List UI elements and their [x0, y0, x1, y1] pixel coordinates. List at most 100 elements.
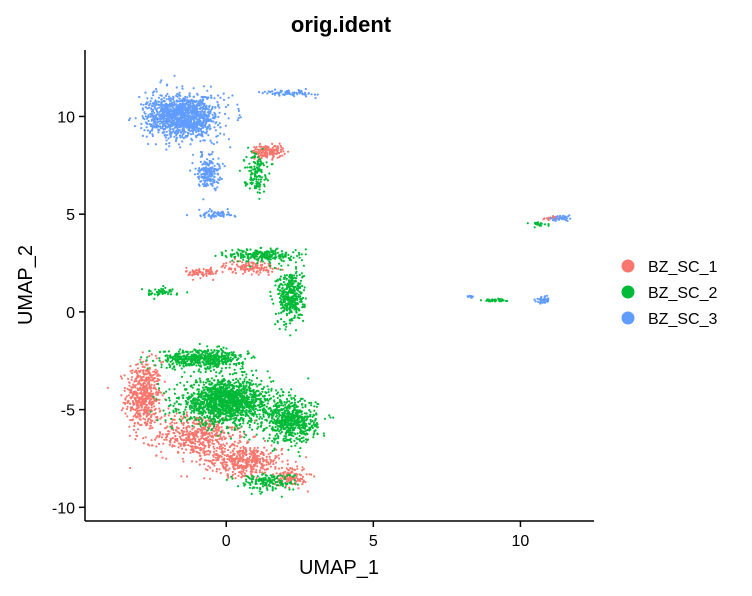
data-point: [287, 302, 290, 305]
data-point: [186, 419, 189, 422]
data-point: [148, 417, 151, 420]
data-point: [176, 363, 179, 366]
data-point: [284, 328, 287, 331]
data-point: [250, 417, 253, 420]
data-point: [238, 423, 241, 427]
data-point: [142, 442, 145, 445]
data-point: [207, 449, 210, 452]
data-point: [226, 419, 229, 422]
data-point: [191, 450, 195, 454]
data-point: [136, 403, 139, 406]
data-point: [252, 262, 255, 265]
data-point: [292, 256, 295, 259]
data-point: [245, 376, 248, 379]
data-point: [263, 459, 266, 462]
data-point: [241, 405, 244, 409]
data-point: [154, 364, 157, 367]
data-point: [284, 290, 287, 294]
data-point: [189, 451, 192, 454]
data-point: [130, 371, 134, 374]
data-point: [173, 366, 176, 369]
data-point: [163, 438, 166, 441]
data-point: [274, 461, 277, 464]
data-point: [269, 264, 272, 268]
data-point: [165, 457, 168, 460]
data-point: [216, 424, 219, 427]
data-point: [182, 460, 185, 463]
data-point: [202, 388, 205, 392]
data-point: [279, 275, 282, 278]
data-point: [264, 399, 267, 402]
data-point: [231, 433, 234, 437]
data-point: [148, 354, 151, 358]
data-point: [182, 364, 185, 367]
data-point: [171, 367, 174, 370]
data-point: [158, 350, 162, 354]
data-point: [178, 352, 181, 355]
data-point: [243, 472, 246, 475]
data-point: [298, 256, 301, 259]
data-point: [279, 289, 282, 292]
data-point: [252, 408, 255, 411]
data-point: [309, 410, 312, 413]
data-point: [237, 385, 240, 388]
data-point: [228, 363, 231, 366]
data-point: [289, 479, 292, 482]
data-point: [280, 466, 284, 469]
data-point: [257, 273, 260, 276]
data-point: [240, 416, 243, 419]
data-point: [238, 427, 241, 430]
data-point: [301, 303, 304, 306]
data-point: [271, 439, 274, 443]
data-point: [198, 368, 201, 371]
data-point: [193, 348, 196, 351]
data-point: [292, 286, 295, 289]
data-point: [186, 439, 190, 442]
data-point: [226, 356, 229, 359]
data-point: [196, 357, 199, 360]
data-point: [175, 353, 179, 356]
data-point: [213, 349, 216, 352]
data-point: [291, 290, 294, 293]
data-point: [184, 408, 187, 411]
data-point: [166, 433, 169, 436]
data-point: [260, 462, 263, 465]
data-point: [237, 362, 240, 365]
data-point: [260, 424, 263, 427]
data-point: [281, 394, 284, 397]
data-point: [271, 412, 274, 415]
data-point: [172, 431, 175, 434]
data-point: [260, 417, 264, 420]
data-point: [156, 419, 159, 422]
data-point: [266, 402, 269, 405]
data-point: [294, 261, 297, 264]
data-point: [285, 287, 288, 290]
data-point: [223, 389, 226, 393]
data-point: [275, 455, 278, 459]
data-point: [199, 417, 202, 420]
data-point: [158, 374, 161, 377]
data-point: [267, 269, 270, 272]
data-point: [290, 440, 293, 444]
data-point: [265, 449, 268, 452]
data-point: [136, 394, 139, 397]
data-point: [280, 311, 283, 314]
data-point: [205, 385, 208, 389]
data-point: [250, 473, 253, 476]
data-point: [196, 400, 199, 403]
data-point: [259, 268, 262, 271]
data-point: [293, 289, 296, 293]
data-point: [283, 309, 286, 312]
data-point: [303, 424, 307, 427]
data-point: [173, 392, 177, 395]
data-point: [222, 346, 225, 349]
data-point: [234, 393, 237, 396]
data-point: [172, 404, 175, 408]
data-point: [282, 426, 285, 429]
data-point: [253, 146, 256, 149]
data-point: [283, 418, 286, 421]
data-point: [158, 359, 161, 362]
data-point: [300, 272, 303, 275]
data-point: [277, 267, 280, 270]
data-point: [208, 417, 211, 420]
